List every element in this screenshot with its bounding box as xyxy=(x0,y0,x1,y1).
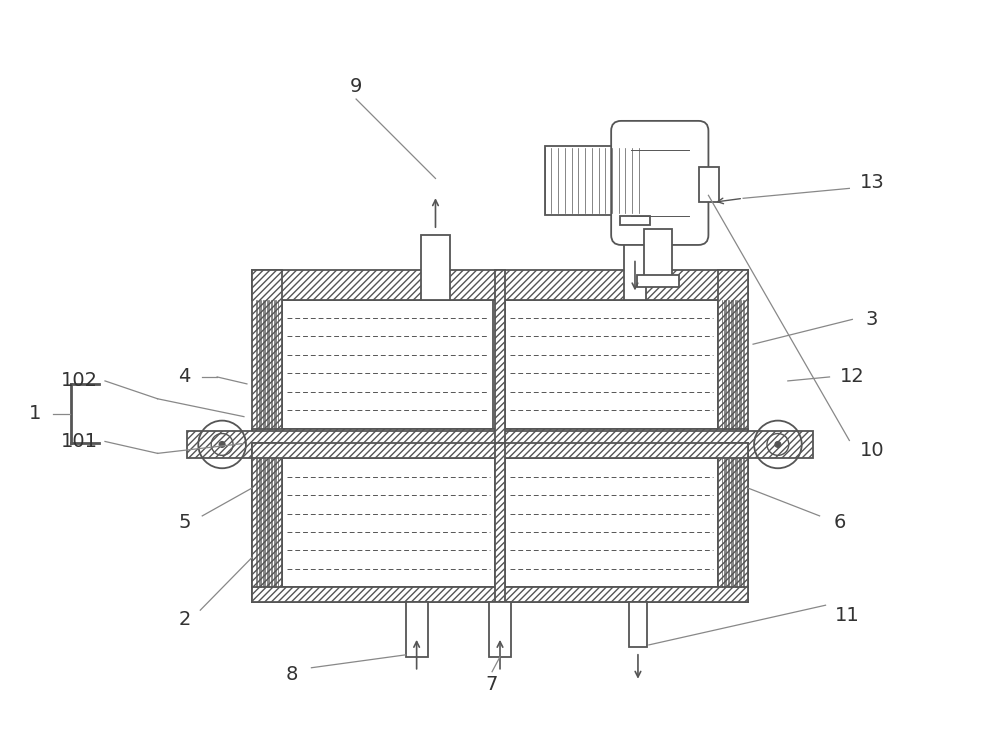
Text: 3: 3 xyxy=(866,310,878,329)
Bar xyxy=(187,431,813,458)
Bar xyxy=(629,602,647,647)
Text: 102: 102 xyxy=(61,372,98,390)
Text: 5: 5 xyxy=(178,514,191,532)
Bar xyxy=(545,146,639,215)
Text: 1: 1 xyxy=(29,404,42,423)
Text: 11: 11 xyxy=(835,606,860,624)
Bar xyxy=(252,588,748,602)
Bar xyxy=(718,270,748,443)
Text: 12: 12 xyxy=(840,367,865,386)
Bar xyxy=(252,270,748,299)
Bar xyxy=(282,299,493,429)
Bar xyxy=(495,270,505,443)
Circle shape xyxy=(775,441,781,447)
Text: 101: 101 xyxy=(61,432,98,451)
Bar xyxy=(618,215,652,225)
Circle shape xyxy=(219,441,225,447)
Bar xyxy=(252,443,282,602)
Text: 9: 9 xyxy=(350,77,362,95)
Bar xyxy=(421,235,450,299)
Text: 13: 13 xyxy=(860,173,885,192)
Bar xyxy=(282,458,495,588)
Bar xyxy=(252,443,748,458)
Text: 8: 8 xyxy=(285,665,298,684)
FancyBboxPatch shape xyxy=(611,121,708,245)
Bar xyxy=(252,270,282,443)
Bar xyxy=(624,225,646,299)
Bar xyxy=(637,275,679,287)
Bar xyxy=(644,229,672,276)
Bar xyxy=(718,443,748,602)
Bar xyxy=(252,429,748,443)
Bar xyxy=(495,443,505,602)
Text: 7: 7 xyxy=(486,675,498,694)
Bar xyxy=(699,167,719,202)
Bar xyxy=(252,443,748,602)
Bar xyxy=(505,299,718,429)
Text: 4: 4 xyxy=(178,367,191,386)
Bar xyxy=(406,602,428,657)
Text: 10: 10 xyxy=(860,441,884,460)
Bar xyxy=(489,602,511,657)
Bar xyxy=(620,217,650,225)
Bar xyxy=(505,458,718,588)
Text: 6: 6 xyxy=(833,514,846,532)
Text: 2: 2 xyxy=(178,610,191,629)
